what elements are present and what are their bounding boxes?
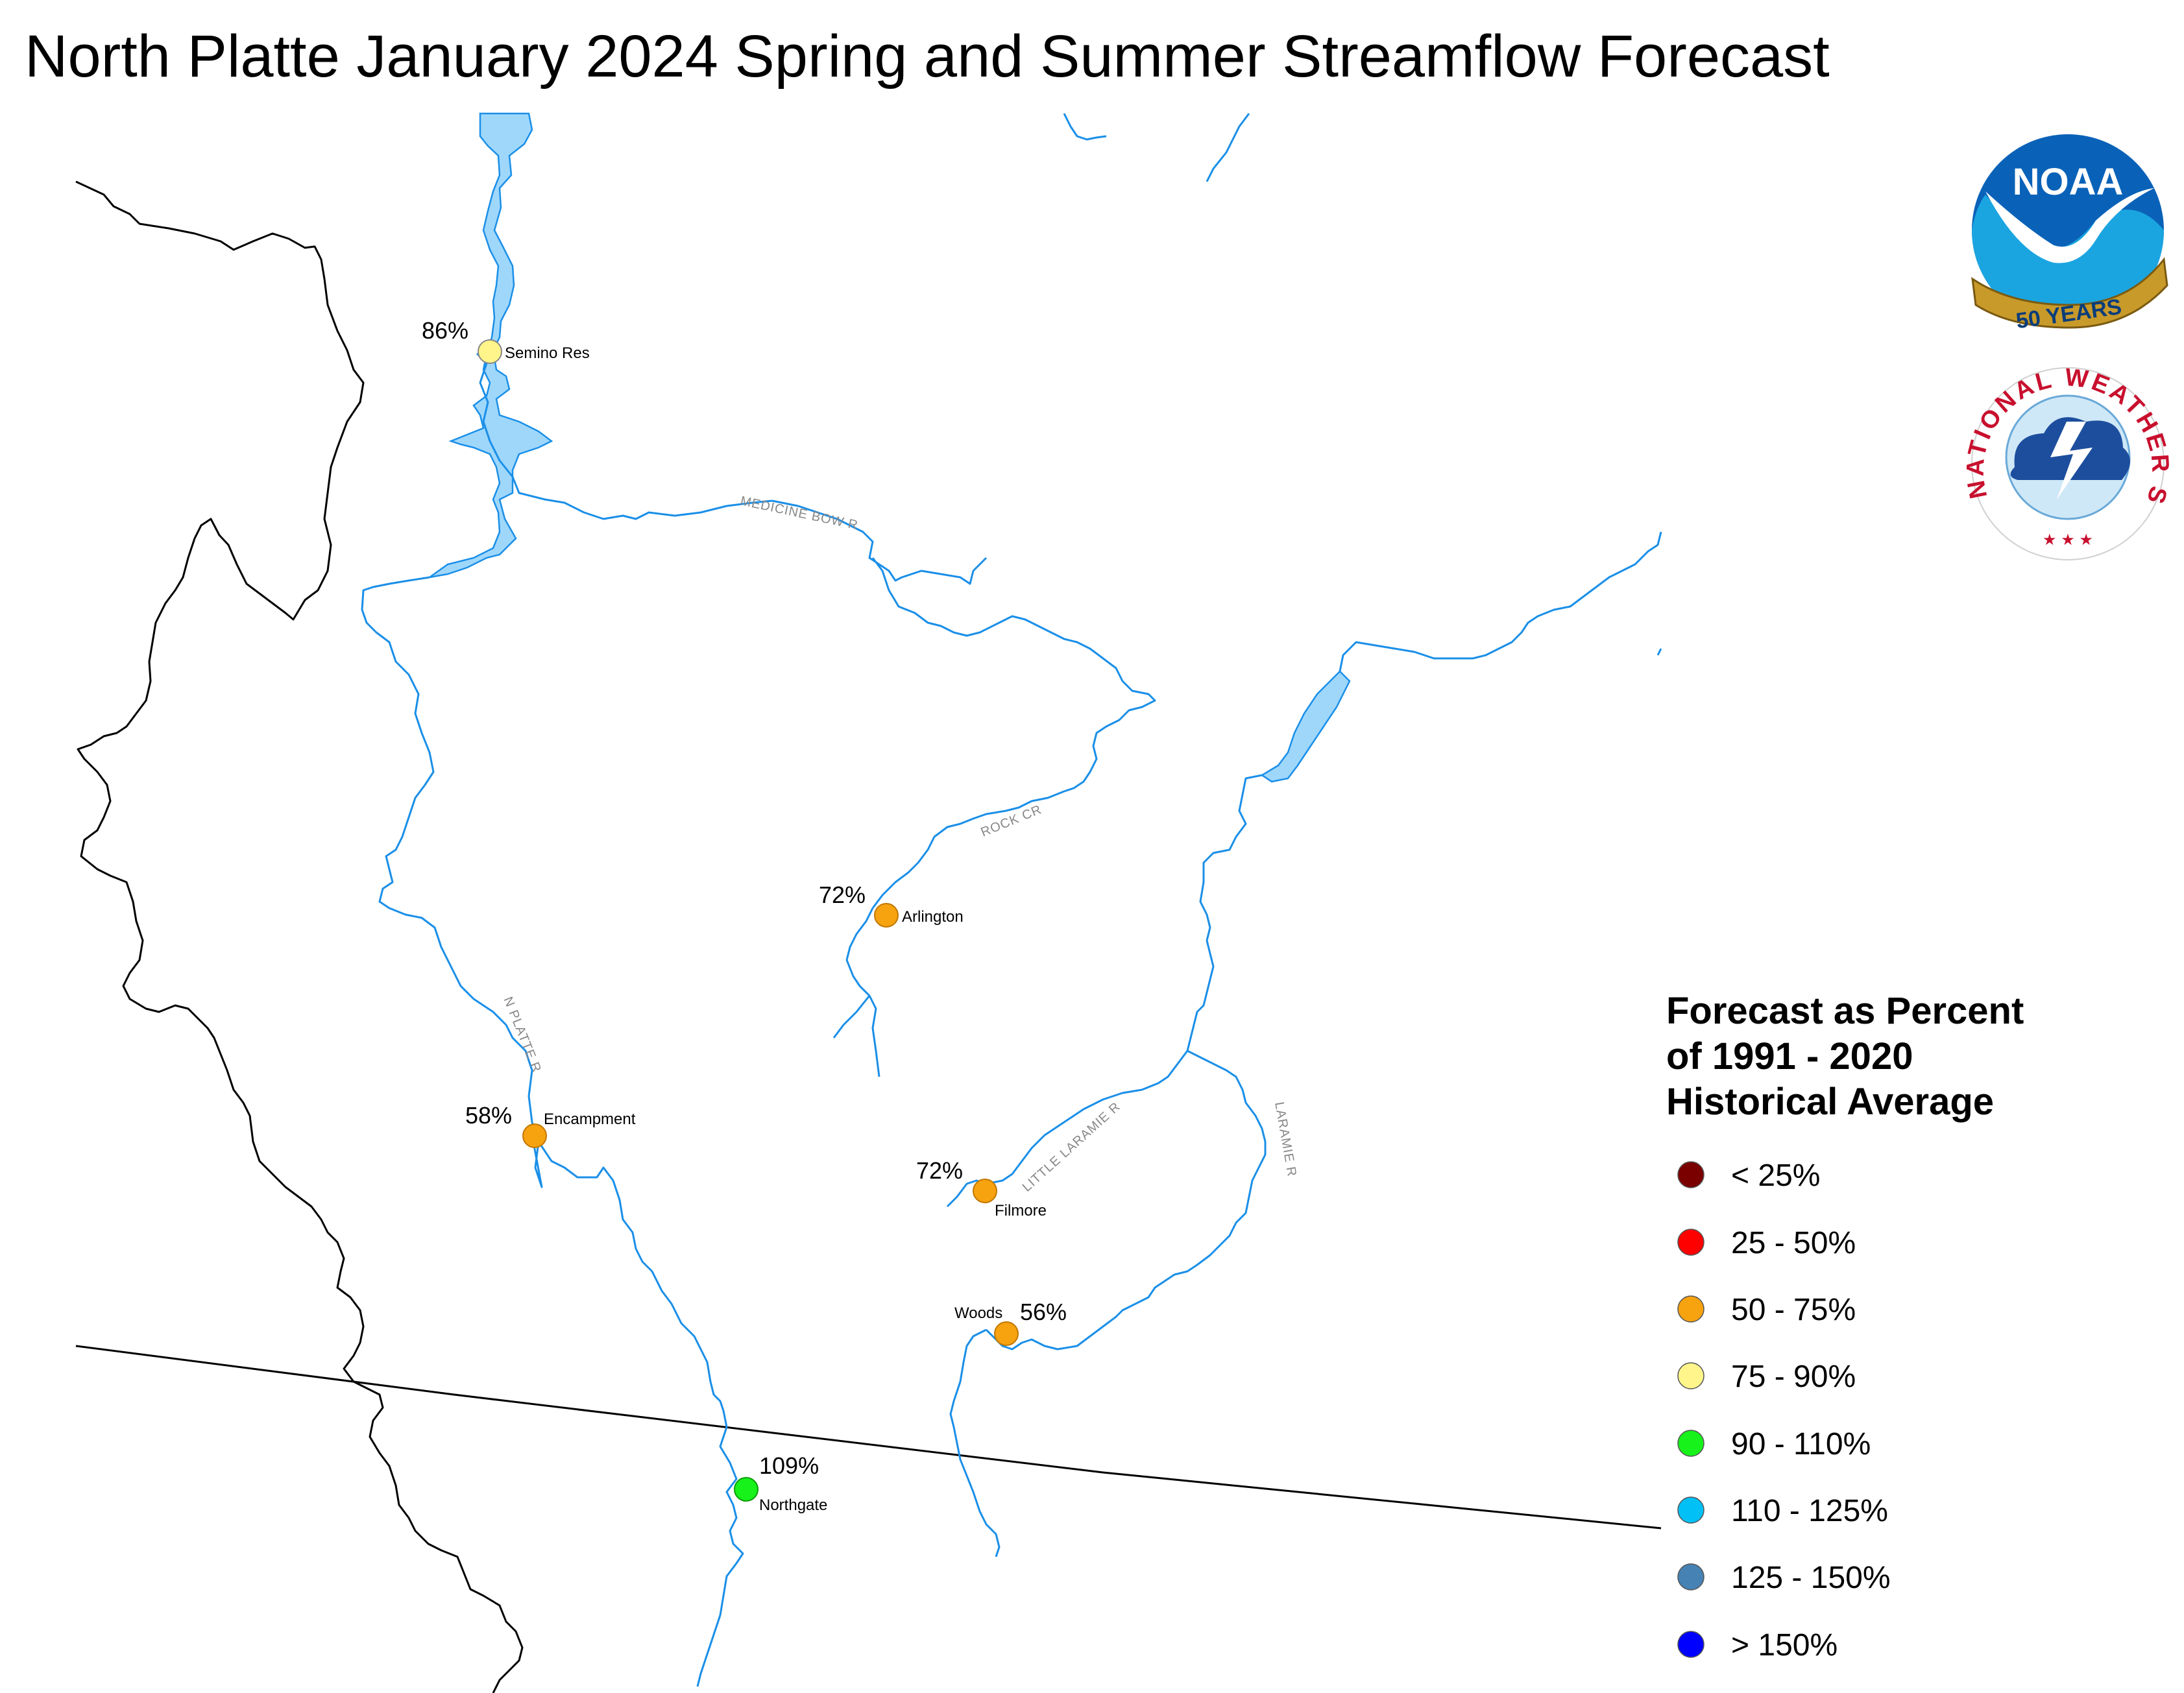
legend-label: > 150%: [1731, 1628, 1838, 1663]
legend-title-line-1: Forecast as Percent: [1666, 990, 2024, 1032]
legend-item: 50 - 75%: [1677, 1293, 1856, 1327]
state-line: [75, 1345, 1662, 1530]
legend-swatch: [1677, 1563, 1705, 1591]
legend-item: > 150%: [1677, 1628, 1838, 1663]
station-name: Filmore: [995, 1202, 1047, 1219]
station-percent: 72%: [916, 1157, 963, 1184]
legend-item: 90 - 110%: [1677, 1427, 1871, 1461]
station-name: Arlington: [902, 908, 964, 926]
legend-label: 125 - 150%: [1731, 1561, 1891, 1595]
river-upper-tributary-2: [1206, 113, 1250, 182]
legend-item: 75 - 90%: [1677, 1360, 1856, 1394]
legend-item: 110 - 125%: [1677, 1494, 1888, 1528]
station-encampment[interactable]: 58% Encampment: [465, 1102, 636, 1148]
station-percent: 72%: [819, 882, 866, 908]
legend-label: 50 - 75%: [1731, 1293, 1856, 1327]
legend-item: < 25%: [1677, 1159, 1820, 1193]
river-laramie: [949, 531, 1662, 1557]
noaa-logo: NOAA 50 YEARS: [1971, 134, 2168, 333]
legend-swatch: [1677, 1430, 1705, 1457]
legend: Forecast as Percent of 1991 - 2020 Histo…: [1666, 990, 2024, 1663]
station-marker[interactable]: [994, 1321, 1019, 1346]
legend-label: 90 - 110%: [1731, 1427, 1871, 1461]
station-marker[interactable]: [478, 339, 502, 364]
station-name: Northgate: [759, 1496, 827, 1514]
legend-swatch: [1677, 1229, 1705, 1256]
station-name: Encampment: [544, 1111, 636, 1128]
station-woods[interactable]: 56% Woods: [954, 1299, 1067, 1346]
station-filmore[interactable]: 72% Filmore: [916, 1157, 1047, 1219]
station-percent: 58%: [465, 1102, 512, 1129]
legend-label: 75 - 90%: [1731, 1360, 1856, 1394]
page-title: North Platte January 2024 Spring and Sum…: [25, 23, 1830, 90]
legend-title-line-2: of 1991 - 2020: [1666, 1035, 1913, 1077]
legend-label: 110 - 125%: [1731, 1494, 1888, 1528]
legend-swatch: [1677, 1362, 1705, 1389]
legend-item: 25 - 50%: [1677, 1226, 1856, 1260]
noaa-gull-icon: [1985, 188, 2154, 263]
station-percent: 56%: [1020, 1299, 1067, 1325]
river-medicine-bow: [771, 499, 1156, 909]
river-rock-creek: [832, 907, 880, 1077]
station-name: Semino Res: [505, 344, 590, 362]
legend-swatch: [1677, 1295, 1705, 1323]
legend-title-line-3: Historical Average: [1666, 1081, 1994, 1123]
nws-stars: ★ ★ ★: [2043, 531, 2093, 549]
station-name: Woods: [954, 1304, 1002, 1322]
station-northgate[interactable]: 109% Northgate: [734, 1452, 827, 1514]
laramie-reservoir: [1260, 670, 1351, 783]
river-north-platte: [361, 352, 773, 1687]
river-upper-tributary-1: [1063, 113, 1107, 141]
legend-swatch: [1677, 1496, 1705, 1524]
legend-swatch: [1677, 1161, 1705, 1188]
station-marker[interactable]: [874, 903, 899, 928]
station-percent: 109%: [759, 1452, 819, 1479]
station-marker[interactable]: [522, 1123, 547, 1148]
station-semino-res[interactable]: 86% Semino Res: [422, 317, 590, 364]
station-marker[interactable]: [734, 1477, 758, 1502]
legend-item: 125 - 150%: [1677, 1561, 1891, 1595]
noaa-wordmark: NOAA: [2013, 161, 2124, 203]
station-arlington[interactable]: 72% Arlington: [819, 882, 964, 928]
nws-lightning-icon: [2050, 422, 2093, 499]
legend-label: < 25%: [1731, 1159, 1820, 1193]
basin-boundary-line: [75, 180, 524, 1693]
station-percent: 86%: [422, 317, 468, 344]
station-marker[interactable]: [973, 1179, 997, 1203]
river-little-laramie: [946, 1050, 1189, 1208]
legend-label: 25 - 50%: [1731, 1226, 1856, 1260]
noaa-anniversary-ribbon: [1971, 257, 2168, 329]
legend-swatch: [1677, 1631, 1705, 1658]
